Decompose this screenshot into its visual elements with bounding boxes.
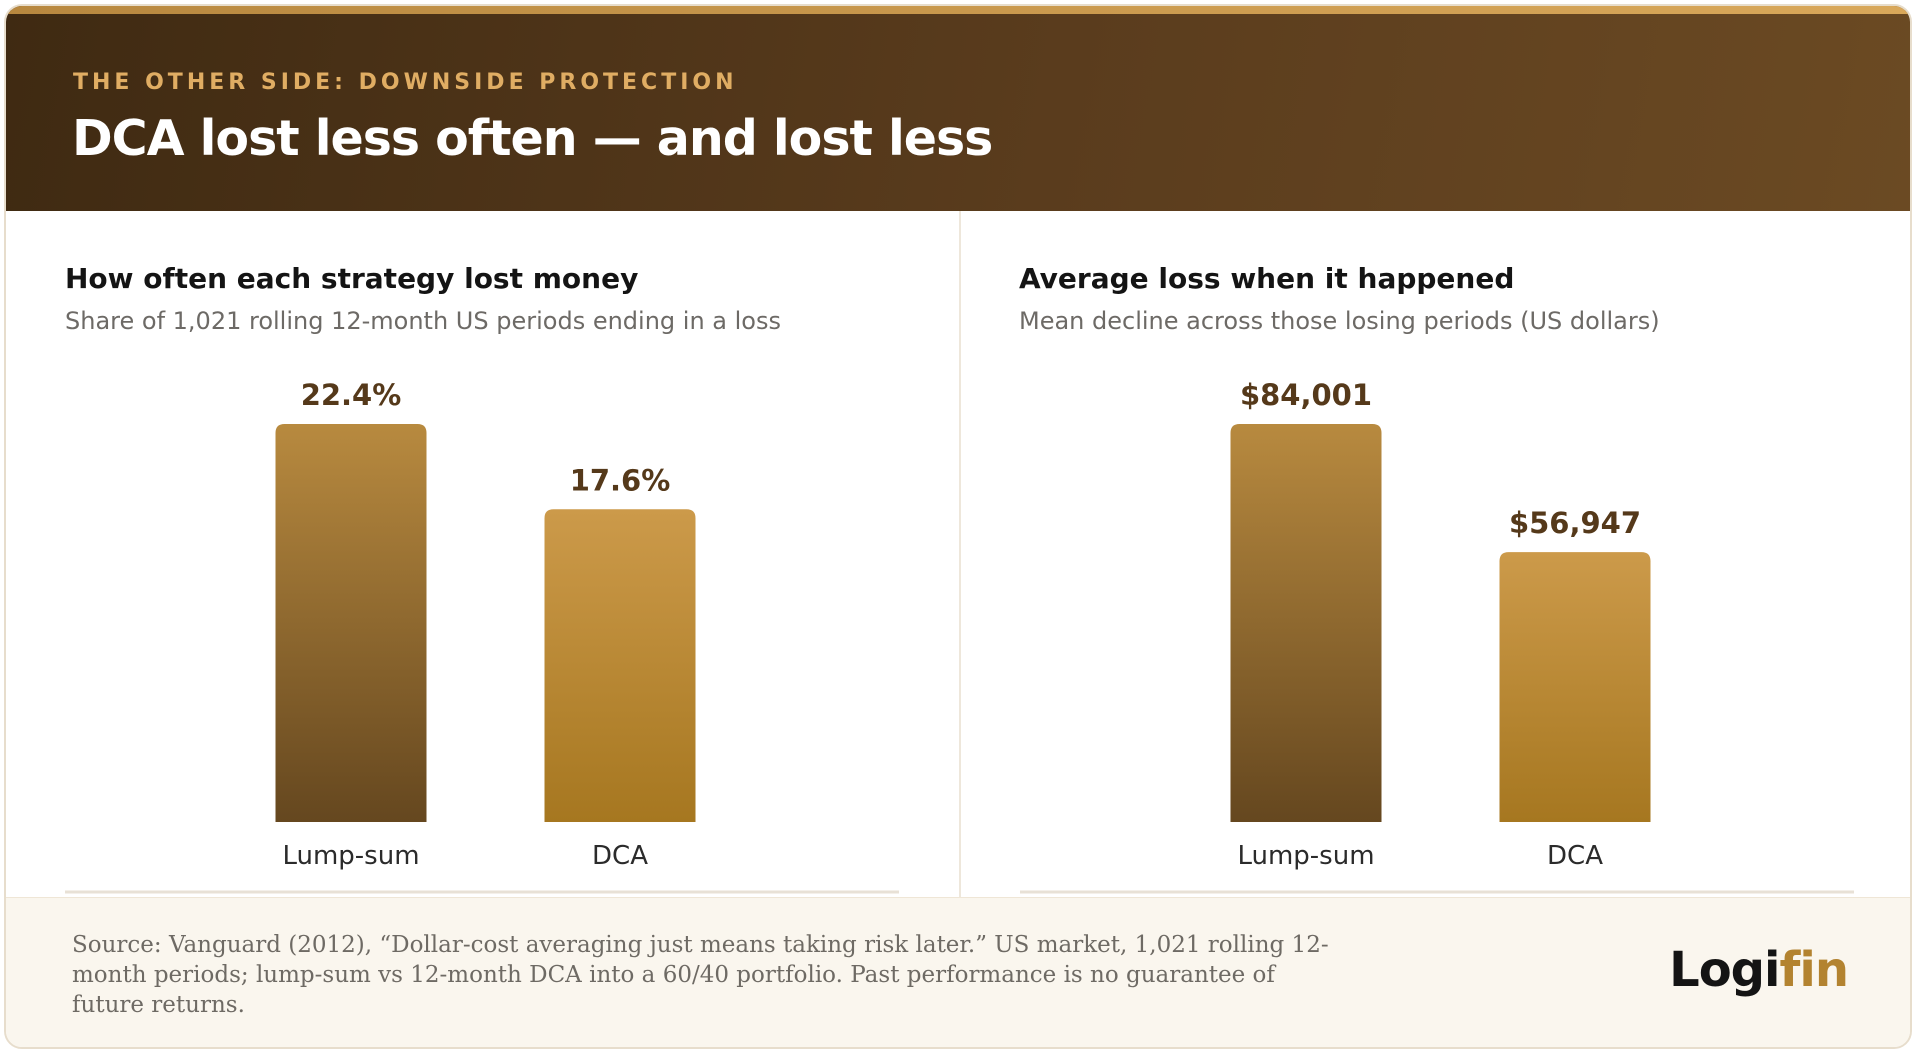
chart-average-loss: $84,001 Lump-sum $56,947 DCA (1020, 378, 1854, 894)
category-label-dca: DCA (1547, 841, 1603, 871)
value-label-dca: $56,947 (1509, 506, 1641, 540)
header-kicker: THE OTHER SIDE: DOWNSIDE PROTECTION (73, 70, 738, 95)
bar-dca (1499, 552, 1651, 822)
bar-lump-sum (275, 424, 427, 822)
value-label-lump-sum: 22.4% (301, 378, 402, 412)
bar-lump-sum (1230, 424, 1382, 822)
footer: Source: Vanguard (2012), “Dollar-cost av… (6, 897, 1910, 1047)
header-accent-line (6, 6, 1910, 14)
chart-subtitle-average-loss: Mean decline across those losing periods… (1019, 307, 1660, 335)
panel-divider (959, 211, 961, 901)
bar-dca (544, 509, 696, 822)
category-label-lump-sum: Lump-sum (282, 841, 419, 871)
source-note: Source: Vanguard (2012), “Dollar-cost av… (72, 932, 1329, 1018)
infographic-card: THE OTHER SIDE: DOWNSIDE PROTECTION DCA … (4, 4, 1912, 1049)
category-label-lump-sum: Lump-sum (1237, 841, 1374, 871)
category-label-dca: DCA (592, 841, 648, 871)
chart-loss-frequency: 22.4% Lump-sum 17.6% DCA (65, 378, 899, 894)
value-label-dca: 17.6% (570, 463, 671, 497)
chart-title-loss-frequency: How often each strategy lost money (65, 262, 639, 295)
chart-subtitle-loss-frequency: Share of 1,021 rolling 12-month US perio… (65, 307, 781, 335)
logo-accent-text: fin (1779, 942, 1849, 998)
page-title: DCA lost less often — and lost less (72, 110, 993, 167)
brand-logo: Logifin (1669, 942, 1849, 998)
logo-main-text: Logi (1669, 942, 1780, 998)
header-banner: THE OTHER SIDE: DOWNSIDE PROTECTION DCA … (6, 6, 1910, 211)
chart-title-average-loss: Average loss when it happened (1019, 262, 1515, 295)
value-label-lump-sum: $84,001 (1240, 378, 1372, 412)
